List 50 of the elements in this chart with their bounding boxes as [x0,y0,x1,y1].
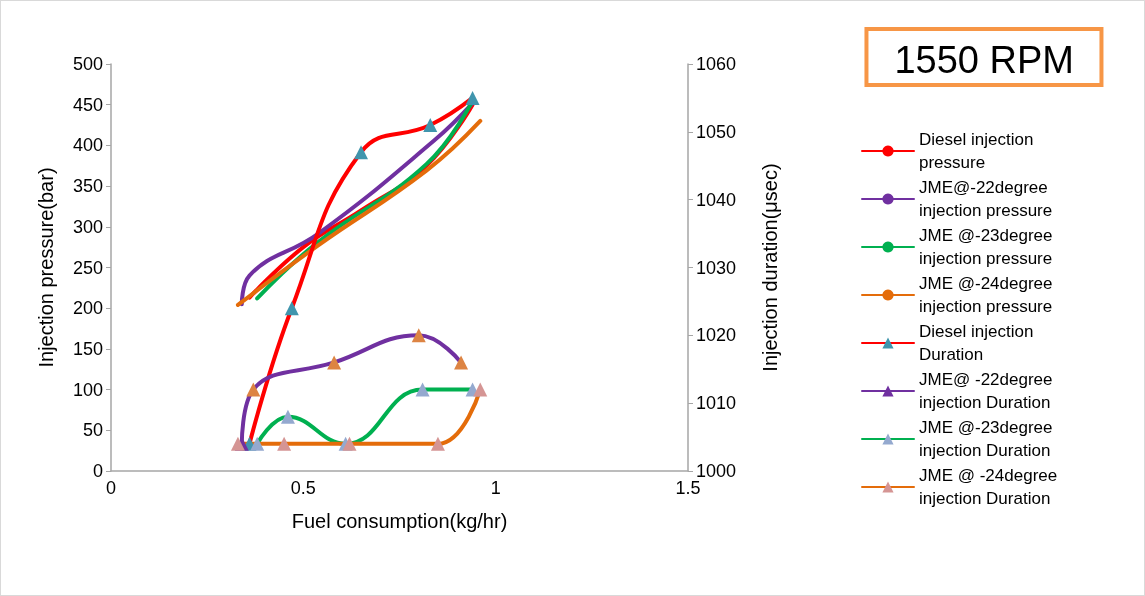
point [465,90,480,105]
y-tick-label: 100 [72,379,103,400]
point [415,382,430,397]
point [250,436,265,451]
x-axis-title: Fuel consumption(kg/hr) [291,510,508,532]
legend-label: JME @-23degree injection pressure [919,226,1058,268]
point [411,328,426,343]
y-tick-label: 0 [92,461,103,481]
y-tick-label: 350 [72,176,103,197]
y-tick-label: 400 [72,135,103,156]
y-tick-label: 200 [72,298,103,319]
y2-tick-label: 1040 [696,189,737,210]
y2-tick-label: 1010 [696,393,737,414]
y-tick-label: 450 [72,94,103,115]
legend-label: Diesel injection Duration [919,322,1039,364]
point [454,355,469,370]
point [284,301,299,316]
y-axis-title: Injection pressure(bar) [35,167,57,368]
legend-label: JME@-22degree injection pressure [919,178,1053,220]
y2-axis-title: Injection duration(μsec) [759,163,781,372]
legend-label: JME @-24degree injection pressure [919,274,1058,316]
legend-label: JME @-23degree injection Duration [919,418,1058,460]
y-tick-label: 300 [72,216,103,237]
y-tick-label: 500 [72,54,103,74]
x-tick-label: 0.5 [290,478,316,498]
point [473,382,488,397]
y2-tick-label: 1000 [696,461,737,481]
point [354,145,369,160]
legend-label: JME @ -24degree injection Duration [919,466,1062,508]
point [280,409,295,424]
point [277,436,292,451]
x-tick-label: 0 [105,478,117,498]
y-tick-label: 50 [82,420,103,441]
legend-label: JME@ -22degree injection Duration [919,370,1058,412]
x-tick-label: 1 [490,478,501,498]
point [430,436,445,451]
point [423,118,438,133]
text: 1550 RPM [894,39,1075,81]
point [230,436,245,451]
point [246,382,261,397]
y-tick-label: 150 [72,338,103,359]
y2-tick-label: 1030 [696,257,737,278]
y2-tick-label: 1060 [696,54,737,74]
point [327,355,342,370]
legend-label: Diesel injection pressure [919,130,1039,172]
y-tick-label: 250 [72,257,103,278]
y2-tick-label: 1050 [696,121,737,142]
y2-tick-label: 1020 [696,325,737,346]
point [342,436,357,451]
x-tick-label: 1.5 [675,478,701,498]
